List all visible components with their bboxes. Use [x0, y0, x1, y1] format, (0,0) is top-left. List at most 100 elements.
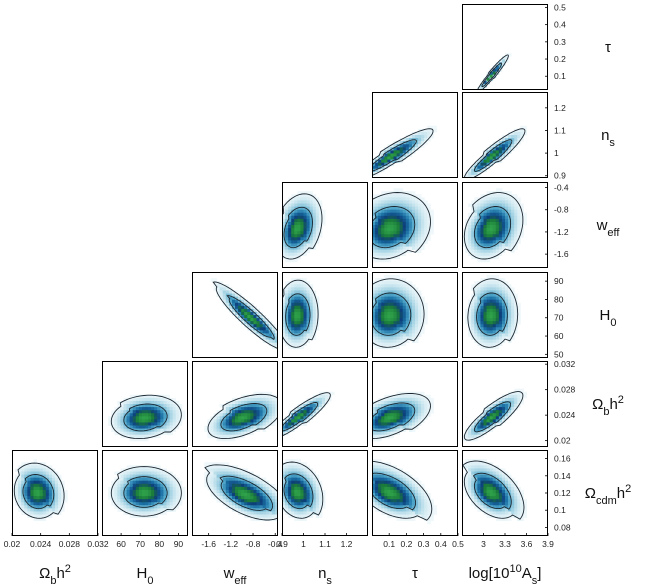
density-cell	[154, 400, 158, 405]
density-cell	[396, 407, 401, 411]
density-cell	[381, 311, 385, 316]
density-cell	[138, 437, 143, 442]
density-cell	[318, 203, 323, 207]
density-cell	[250, 311, 254, 316]
density-cell	[399, 327, 404, 331]
density-cell	[274, 407, 278, 411]
density-cell	[132, 425, 137, 429]
density-cell	[402, 138, 407, 142]
contour-68pct	[219, 475, 274, 512]
density-cell	[430, 135, 434, 139]
density-cell	[492, 321, 497, 325]
density-cell	[480, 434, 484, 439]
density-cell	[145, 477, 149, 482]
density-cell	[427, 237, 431, 241]
density-cell	[384, 489, 388, 494]
density-cell	[418, 228, 422, 232]
density-cell	[241, 305, 245, 310]
density-cell	[300, 218, 304, 223]
density-cell	[253, 404, 257, 408]
density-cell	[297, 246, 301, 250]
density-cell	[306, 511, 311, 515]
density-cell	[514, 394, 518, 399]
density-cell	[123, 474, 127, 479]
density-cell	[291, 299, 295, 304]
density-cell	[405, 508, 410, 512]
density-cell	[288, 287, 292, 291]
density-cell	[262, 502, 267, 506]
density-cell	[387, 468, 391, 472]
density-cell	[294, 305, 298, 310]
density-cell	[285, 231, 289, 235]
density-cell	[384, 311, 388, 316]
density-cell	[306, 404, 311, 408]
density-cell	[222, 462, 227, 466]
density-cell	[381, 336, 385, 340]
density-cell	[219, 471, 224, 475]
density-cell	[489, 324, 494, 328]
density-cell	[384, 156, 388, 160]
density-cell	[285, 212, 289, 217]
density-cell	[483, 203, 487, 207]
density-cell	[387, 410, 391, 414]
density-cell	[306, 465, 311, 469]
density-cell	[253, 486, 257, 491]
density-cell	[402, 194, 407, 198]
density-cell	[424, 212, 428, 217]
density-cell	[235, 425, 239, 429]
density-cell	[427, 218, 431, 223]
density-cell	[418, 234, 422, 238]
density-cell	[163, 505, 167, 509]
density-cell	[402, 407, 407, 411]
density-cell	[250, 505, 254, 509]
density-cell	[163, 511, 167, 515]
density-cell	[268, 419, 273, 423]
density-cell	[381, 483, 385, 488]
density-cell	[399, 237, 404, 241]
density-cell	[36, 496, 41, 500]
density-cell	[294, 281, 298, 285]
density-cell	[303, 305, 307, 310]
density-cell	[474, 165, 478, 170]
density-cell	[498, 278, 503, 282]
density-cell	[390, 231, 394, 235]
density-cell	[288, 311, 292, 316]
density-cell	[120, 483, 124, 488]
density-cell	[238, 499, 242, 503]
density-cell	[508, 141, 512, 145]
density-cell	[387, 431, 391, 436]
density-cell	[285, 258, 289, 263]
density-cell	[520, 125, 524, 130]
density-cell	[318, 514, 323, 518]
density-cell	[483, 305, 487, 310]
density-cell	[495, 215, 500, 220]
density-cell	[477, 237, 481, 241]
density-cell	[309, 480, 314, 485]
density-cell	[421, 221, 425, 226]
density-cell	[294, 290, 298, 294]
density-cell	[498, 404, 503, 408]
density-cell	[393, 324, 397, 328]
density-cell	[396, 483, 401, 488]
density-cell	[480, 296, 484, 301]
density-cell	[222, 422, 227, 426]
density-cell	[396, 431, 401, 436]
density-cell	[244, 480, 248, 485]
density-cell	[378, 234, 382, 238]
density-cell	[477, 290, 481, 294]
density-cell	[372, 407, 376, 411]
density-cell	[138, 486, 143, 491]
density-cell	[231, 311, 236, 316]
density-cell	[288, 293, 292, 297]
density-cell	[129, 514, 134, 518]
density-cell	[421, 138, 425, 142]
density-cell	[145, 425, 149, 429]
density-cell	[424, 321, 428, 325]
density-cell	[111, 489, 115, 494]
density-cell	[285, 428, 289, 433]
density-cell	[501, 287, 506, 291]
density-cell	[486, 281, 491, 285]
density-cell	[235, 305, 239, 310]
density-cell	[297, 517, 301, 522]
density-cell	[405, 400, 410, 405]
